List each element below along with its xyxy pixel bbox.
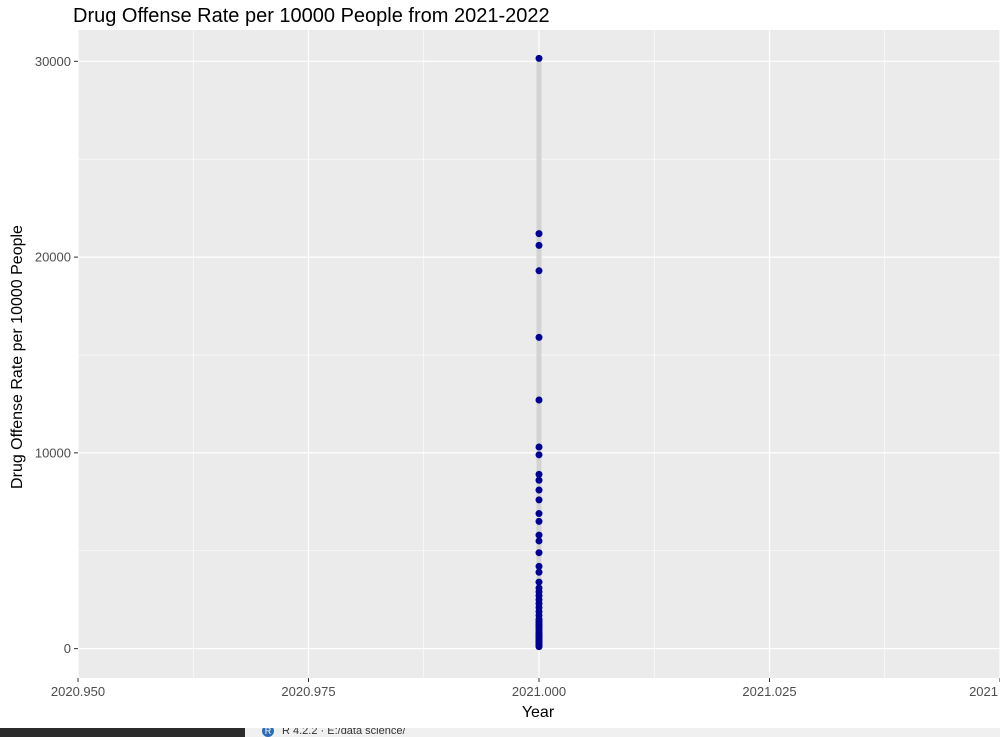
chart-title: Drug Offense Rate per 10000 People from … xyxy=(73,5,550,27)
data-point xyxy=(535,267,543,275)
data-point xyxy=(535,562,543,570)
data-point xyxy=(535,510,543,518)
data-point xyxy=(535,568,543,576)
x-tick-label: 2021.000 xyxy=(512,684,566,699)
data-point xyxy=(535,443,543,451)
data-point xyxy=(535,230,543,238)
data-point xyxy=(535,241,543,249)
x-tick-label: 2020.950 xyxy=(51,684,105,699)
y-tick-label: 30000 xyxy=(35,54,71,69)
y-axis-ticks: 0 10000 20000 30000 xyxy=(35,54,78,656)
data-points xyxy=(535,54,543,651)
data-point xyxy=(535,451,543,459)
data-point xyxy=(535,578,543,586)
x-axis-ticks: 2020.950 2020.975 2021.000 2021.025 2021 xyxy=(51,678,1000,699)
y-tick-label: 0 xyxy=(64,641,71,656)
x-tick-label: 2021.025 xyxy=(742,684,796,699)
data-point xyxy=(535,537,543,545)
data-point xyxy=(535,54,543,62)
data-point xyxy=(535,531,543,539)
r-version-path: R 4.2.2 · E:/data science/ xyxy=(282,728,406,737)
r-logo-icon: R xyxy=(262,728,274,737)
data-point xyxy=(535,396,543,404)
data-point xyxy=(535,643,543,651)
r-console-status: R R 4.2.2 · E:/data science/ xyxy=(262,728,406,737)
data-point xyxy=(535,549,543,557)
value-range-band xyxy=(536,58,542,647)
data-point xyxy=(535,333,543,341)
y-tick-label: 10000 xyxy=(35,445,71,460)
x-axis-title: Year xyxy=(522,704,555,721)
taskbar-dark-segment xyxy=(0,728,245,737)
y-axis-title: Drug Offense Rate per 10000 People xyxy=(9,225,26,489)
data-point xyxy=(535,517,543,525)
status-bar: R R 4.2.2 · E:/data science/ xyxy=(0,728,1000,737)
y-tick-label: 20000 xyxy=(35,250,71,265)
data-point xyxy=(535,470,543,478)
data-point xyxy=(535,476,543,484)
x-tick-label: 2021 xyxy=(969,684,998,699)
x-tick-label: 2020.975 xyxy=(281,684,335,699)
data-point xyxy=(535,486,543,494)
data-point xyxy=(535,496,543,504)
